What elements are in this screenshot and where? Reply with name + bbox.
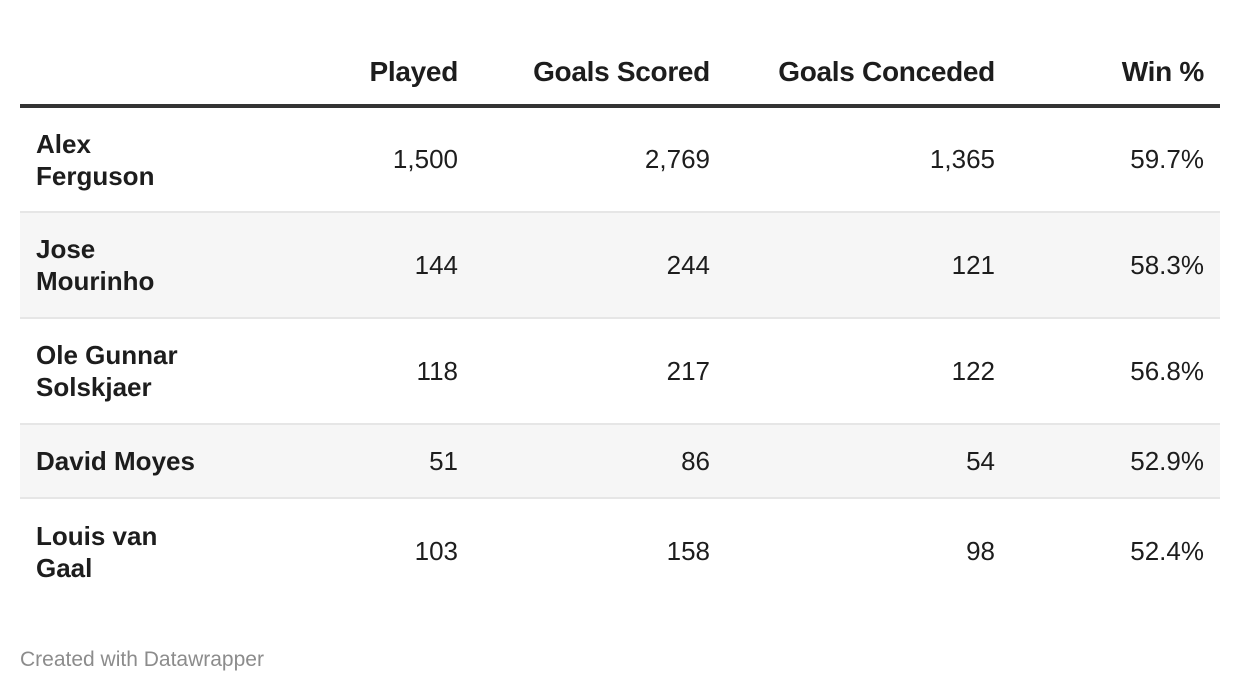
table-row: Ole Gunnar Solskjaer 118 217 122 56.8% xyxy=(20,318,1220,425)
manager-name-line1: Jose xyxy=(36,234,96,264)
header-win-pct[interactable]: Win % xyxy=(997,40,1220,108)
goals-conceded-cell: 121 xyxy=(712,212,997,319)
manager-name-line2: Solskjaer xyxy=(36,372,152,402)
data-table-container: Played Goals Scored Goals Conceded Win %… xyxy=(20,40,1220,604)
table-row: David Moyes 51 86 54 52.9% xyxy=(20,424,1220,499)
goals-scored-cell: 158 xyxy=(666,536,710,566)
played-cell: 144 xyxy=(230,212,460,319)
goals-scored-cell: 217 xyxy=(460,318,712,425)
win-pct-cell: 52.4% xyxy=(1130,536,1204,566)
header-played[interactable]: Played xyxy=(230,40,460,108)
table-row: Alex Ferguson 1,500 2,769 1,365 59.7% xyxy=(20,106,1220,213)
win-pct-cell: 59.7% xyxy=(997,106,1220,213)
manager-name: David Moyes xyxy=(20,424,230,499)
table-header: Played Goals Scored Goals Conceded Win % xyxy=(20,40,1220,108)
manager-name: Jose Mourinho xyxy=(20,212,230,319)
goals-conceded-cell: 1,365 xyxy=(712,106,997,213)
manager-name-line1: Ole Gunnar xyxy=(36,340,178,370)
header-name[interactable] xyxy=(20,40,230,108)
manager-name-line2: Gaal xyxy=(36,552,93,583)
goals-scored-cell: 2,769 xyxy=(460,106,712,213)
goals-scored-cell: 244 xyxy=(460,212,712,319)
played-cell: 51 xyxy=(230,424,460,499)
played-cell: 103 xyxy=(414,536,458,566)
goals-scored-cell: 86 xyxy=(460,424,712,499)
manager-stats-table: Played Goals Scored Goals Conceded Win %… xyxy=(20,40,1220,604)
win-pct-cell: 52.9% xyxy=(997,424,1220,499)
played-cell: 1,500 xyxy=(230,106,460,213)
win-pct-cell: 58.3% xyxy=(997,212,1220,319)
played-cell: 118 xyxy=(230,318,460,425)
goals-conceded-cell: 98 xyxy=(966,536,995,566)
manager-name-line2: Ferguson xyxy=(36,160,155,191)
manager-name-line1: Louis van xyxy=(36,520,158,551)
header-row: Played Goals Scored Goals Conceded Win % xyxy=(20,40,1220,108)
table-row: Louis van Gaal 103 158 98 52.4% xyxy=(20,498,1220,604)
manager-name-line1: David Moyes xyxy=(36,446,195,476)
goals-conceded-cell: 122 xyxy=(712,318,997,425)
table-row: Jose Mourinho 144 244 121 58.3% xyxy=(20,212,1220,319)
table-body: Alex Ferguson 1,500 2,769 1,365 59.7% Jos… xyxy=(20,106,1220,604)
header-goals-scored[interactable]: Goals Scored xyxy=(460,40,712,108)
header-goals-conceded[interactable]: Goals Conceded xyxy=(712,40,997,108)
manager-name: Louis van Gaal xyxy=(20,498,230,604)
win-pct-cell: 56.8% xyxy=(997,318,1220,425)
manager-name-line1: Alex xyxy=(36,128,91,159)
manager-name: Ole Gunnar Solskjaer xyxy=(20,318,230,425)
manager-name-line2: Mourinho xyxy=(36,266,155,296)
goals-conceded-cell: 54 xyxy=(712,424,997,499)
datawrapper-credit[interactable]: Created with Datawrapper xyxy=(20,648,264,671)
manager-name: Alex Ferguson xyxy=(20,106,230,213)
